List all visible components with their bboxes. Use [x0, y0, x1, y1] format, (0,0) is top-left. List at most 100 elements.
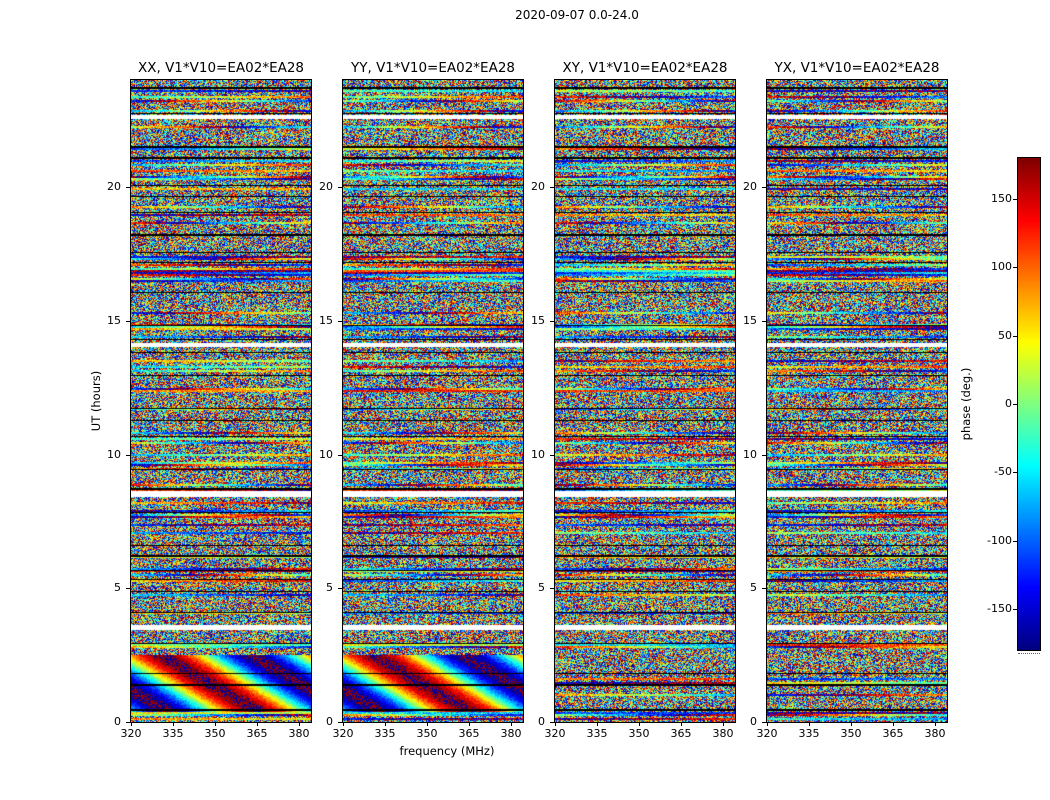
- x-tick: [257, 722, 258, 726]
- y-tick: [338, 321, 342, 322]
- panel-frame: [130, 79, 312, 723]
- y-tick: [338, 187, 342, 188]
- x-tick: [511, 722, 512, 726]
- colorbar-tick-label: 100: [991, 260, 1012, 273]
- y-tick: [762, 187, 766, 188]
- x-tick: [893, 722, 894, 726]
- heatmap-canvas-xx: [131, 80, 311, 722]
- y-tick-label: 0: [114, 715, 121, 728]
- y-tick: [550, 455, 554, 456]
- colorbar-tick: [1013, 336, 1017, 337]
- colorbar-tick-label: -150: [987, 602, 1012, 615]
- y-tick-label: 20: [531, 180, 545, 193]
- y-tick: [762, 722, 766, 723]
- x-tick-label: 350: [840, 727, 862, 740]
- y-tick: [762, 588, 766, 589]
- x-tick: [385, 722, 386, 726]
- x-tick-label: 350: [628, 727, 650, 740]
- colorbar-tick: [1013, 267, 1017, 268]
- colorbar-tick: [1013, 541, 1017, 542]
- panel-title-yy: YY, V1*V10=EA02*EA28: [350, 60, 516, 76]
- y-tick: [338, 722, 342, 723]
- x-tick-label: 320: [332, 727, 354, 740]
- x-tick-label: 320: [544, 727, 566, 740]
- colorbar-tick-label: 50: [998, 329, 1012, 342]
- y-tick-label: 0: [326, 715, 333, 728]
- x-tick: [299, 722, 300, 726]
- x-tick: [173, 722, 174, 726]
- heatmap-canvas-yy: [343, 80, 523, 722]
- y-tick-label: 10: [531, 448, 545, 461]
- heatmap-canvas-yx: [767, 80, 947, 722]
- colorbar-tick: [1013, 472, 1017, 473]
- y-tick-label: 0: [750, 715, 757, 728]
- x-tick: [767, 722, 768, 726]
- y-tick: [126, 321, 130, 322]
- x-tick: [723, 722, 724, 726]
- x-tick: [343, 722, 344, 726]
- y-tick: [762, 321, 766, 322]
- y-tick-label: 5: [114, 581, 121, 594]
- x-tick-label: 335: [162, 727, 184, 740]
- y-tick: [126, 455, 130, 456]
- colorbar-tick: [1013, 404, 1017, 405]
- x-tick-label: 365: [246, 727, 268, 740]
- x-tick-label: 335: [798, 727, 820, 740]
- colorbar-tick-label: 150: [991, 192, 1012, 205]
- y-tick-label: 10: [319, 448, 333, 461]
- x-tick-label: 365: [670, 727, 692, 740]
- y-tick-label: 20: [319, 180, 333, 193]
- colorbar-tick-label: -50: [994, 465, 1012, 478]
- colorbar-tick: [1013, 609, 1017, 610]
- x-tick: [851, 722, 852, 726]
- y-tick-label: 20: [107, 180, 121, 193]
- x-tick: [809, 722, 810, 726]
- y-tick: [338, 455, 342, 456]
- colorbar-frame: [1017, 157, 1041, 651]
- x-tick: [131, 722, 132, 726]
- colorbar-dotted-edge: [1018, 653, 1040, 654]
- x-tick-label: 350: [204, 727, 226, 740]
- y-tick: [550, 187, 554, 188]
- panel-title-xx: XX, V1*V10=EA02*EA28: [137, 60, 305, 76]
- x-tick: [215, 722, 216, 726]
- x-tick-label: 335: [374, 727, 396, 740]
- colorbar-tick-label: -100: [987, 534, 1012, 547]
- x-axis-label: frequency (MHz): [399, 744, 495, 758]
- y-tick-label: 5: [538, 581, 545, 594]
- x-tick: [555, 722, 556, 726]
- y-tick: [126, 722, 130, 723]
- x-tick-label: 380: [712, 727, 734, 740]
- colorbar-tick: [1013, 199, 1017, 200]
- y-tick: [762, 455, 766, 456]
- x-tick: [935, 722, 936, 726]
- x-tick-label: 320: [120, 727, 142, 740]
- panel-frame: [554, 79, 736, 723]
- y-axis-label: UT (hours): [89, 370, 103, 432]
- y-tick-label: 5: [750, 581, 757, 594]
- x-tick-label: 350: [416, 727, 438, 740]
- y-tick: [126, 187, 130, 188]
- x-tick-label: 335: [586, 727, 608, 740]
- colorbar-label: phase (deg.): [959, 367, 973, 441]
- x-tick: [597, 722, 598, 726]
- x-tick: [639, 722, 640, 726]
- y-tick: [126, 588, 130, 589]
- x-tick-label: 380: [924, 727, 946, 740]
- y-tick-label: 5: [326, 581, 333, 594]
- y-tick-label: 15: [107, 314, 121, 327]
- x-tick: [681, 722, 682, 726]
- y-tick-label: 10: [107, 448, 121, 461]
- y-tick-label: 15: [743, 314, 757, 327]
- colorbar-gradient: [1018, 158, 1040, 650]
- y-tick: [550, 588, 554, 589]
- x-tick: [469, 722, 470, 726]
- x-tick-label: 320: [756, 727, 778, 740]
- y-tick: [338, 588, 342, 589]
- y-tick-label: 15: [531, 314, 545, 327]
- y-tick-label: 20: [743, 180, 757, 193]
- y-tick: [550, 321, 554, 322]
- y-tick-label: 0: [538, 715, 545, 728]
- y-tick-label: 15: [319, 314, 333, 327]
